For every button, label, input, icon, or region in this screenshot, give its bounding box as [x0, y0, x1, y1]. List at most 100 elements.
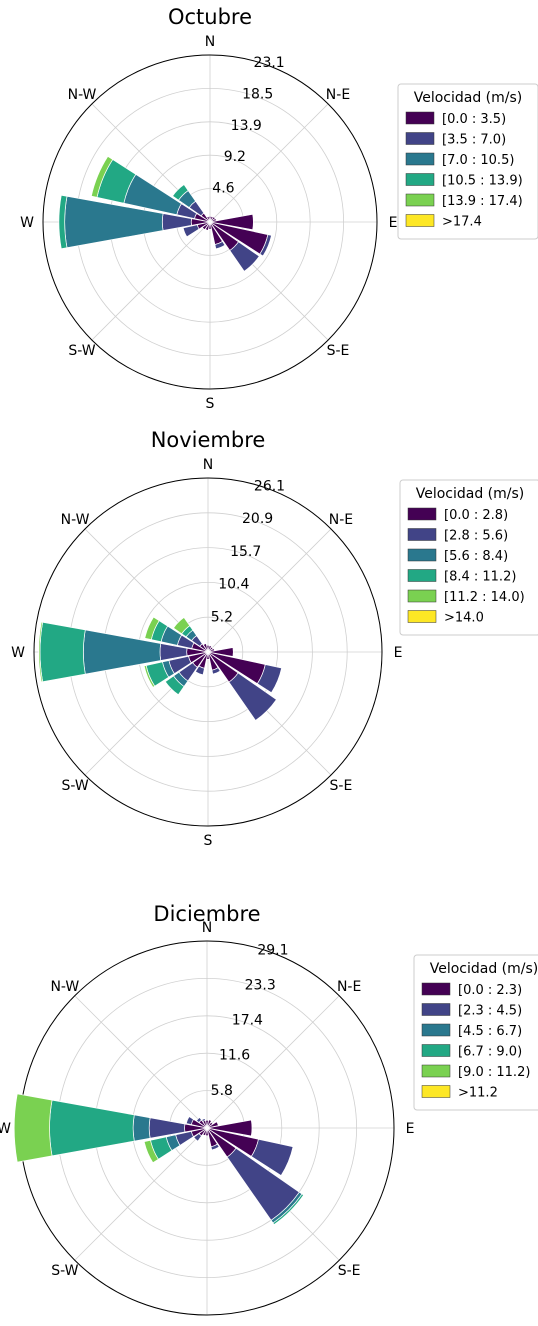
- bar-segment-5-1: [259, 234, 272, 257]
- grid-spoke: [91, 221, 211, 341]
- direction-label: N-W: [50, 979, 79, 995]
- radial-tick-label: 20.9: [242, 511, 273, 527]
- legend-swatch-4: [405, 193, 435, 207]
- direction-label: S-E: [338, 1263, 361, 1279]
- direction-label: S: [204, 833, 213, 849]
- legend: Velocidad (m/s) [0.0 : 3.5) [3.5 : 7.0) [7.…: [397, 83, 538, 240]
- bar-segment-10-1: [193, 1133, 202, 1142]
- legend-swatch-2: [421, 1023, 451, 1037]
- bar-segment-13-4: [144, 616, 160, 641]
- windrose-2: Diciembre5.811.617.423.329.1NN-EES-ESS-W…: [0, 902, 538, 1326]
- legend-swatch-3: [421, 1044, 451, 1057]
- legend-swatch-5: [407, 610, 437, 623]
- chart-title: Noviembre: [151, 428, 266, 452]
- direction-label: N-E: [326, 87, 350, 103]
- legend-label-5: >17.4: [442, 215, 482, 230]
- legend-swatch-2: [407, 548, 437, 562]
- outer-circle: [33, 477, 383, 827]
- bar-segment-4-0: [209, 213, 254, 231]
- legend-label-5: >14.0: [444, 611, 484, 626]
- bar-segment-13-1: [185, 1116, 194, 1125]
- bar-segment-12-3: [49, 1099, 135, 1157]
- direction-label: N-W: [61, 512, 90, 528]
- radial-tick-label: 4.6: [212, 181, 234, 197]
- bar-segment-15-1: [201, 1118, 206, 1122]
- direction-label: N-W: [68, 87, 97, 103]
- legend: Velocidad (m/s) [0.0 : 2.8) [2.8 : 5.6) [5.…: [399, 479, 538, 636]
- bar-segment-11-4: [143, 1139, 159, 1164]
- legend-title: Velocidad (m/s): [414, 90, 523, 106]
- bar-segment-7-1: [210, 1143, 220, 1151]
- direction-label: S-W: [61, 778, 88, 794]
- bar-segment-7-1: [211, 667, 221, 675]
- direction-label: S-E: [330, 778, 353, 794]
- legend-swatch-4: [421, 1064, 451, 1078]
- legend-swatch-3: [405, 173, 435, 186]
- direction-label: N-E: [329, 512, 353, 528]
- radial-tick-label: 10.4: [218, 577, 249, 593]
- legend-label-3: [8.4 : 11.2): [444, 570, 516, 585]
- windrose-0: Octubre 4.6 9.2 13.9 18.5 23.1 N N-E E S-E S S-W W N-…: [20, 5, 538, 412]
- direction-label: E: [389, 215, 398, 231]
- legend-swatch-4: [407, 589, 437, 603]
- grid-spoke: [74, 1127, 208, 1261]
- outer-circle: [42, 54, 378, 390]
- bar-segment-12-4: [13, 1093, 53, 1163]
- legend-label-1: [3.5 : 7.0): [442, 133, 506, 148]
- legend-label-0: [0.0 : 2.8): [444, 508, 508, 523]
- legend-label-4: [9.0 : 11.2): [458, 1065, 530, 1080]
- radial-tick-label: 26.1: [254, 478, 285, 494]
- legend-label-0: [0.0 : 2.3): [458, 983, 522, 998]
- bar-segment-12-3: [39, 621, 86, 683]
- radial-tick-label: 23.3: [245, 977, 276, 993]
- direction-label: S-E: [327, 343, 350, 359]
- bar-segment-7-1: [214, 240, 226, 250]
- legend-label-2: [5.6 : 8.4): [444, 549, 508, 564]
- direction-label: S-W: [68, 343, 95, 359]
- direction-label: S: [206, 396, 215, 412]
- legend-title: Velocidad (m/s): [416, 486, 525, 502]
- radial-tick-label: 18.5: [242, 86, 273, 102]
- bar-segment-15-0: [202, 643, 209, 653]
- legend-swatch-1: [405, 132, 435, 145]
- radial-tick-label: 15.7: [230, 544, 261, 560]
- legend: Velocidad (m/s) [0.0 : 2.3) [2.3 : 4.5) [4.…: [413, 954, 538, 1111]
- legend-title: Velocidad (m/s): [430, 961, 538, 977]
- radial-tick-label: 29.1: [257, 942, 288, 958]
- bar-segment-9-1: [194, 665, 205, 676]
- direction-label: W: [11, 645, 25, 661]
- bar-segment-14-3: [172, 184, 189, 201]
- radial-tick-label: 9.2: [224, 149, 246, 165]
- legend-label-0: [0.0 : 3.5): [442, 112, 506, 127]
- direction-label: S-W: [51, 1263, 78, 1279]
- bar-segment-5-1: [256, 664, 283, 694]
- bar-segment-14-4: [173, 617, 191, 635]
- bar-segment-14-1: [195, 1116, 202, 1123]
- direction-label: W: [0, 1121, 11, 1137]
- legend-label-3: [6.7 : 9.0): [458, 1045, 522, 1060]
- bar-segment-5-1: [250, 1138, 294, 1177]
- chart-title: Diciembre: [153, 902, 260, 926]
- radial-tick-label: 5.2: [211, 609, 233, 625]
- legend-label-3: [10.5 : 13.9): [442, 174, 523, 189]
- bar-segment-10-3: [164, 675, 185, 696]
- legend-swatch-1: [421, 1003, 451, 1016]
- bar-segment-13-4: [90, 155, 114, 198]
- bar-segment-11-1: [182, 224, 200, 238]
- direction-label: N: [205, 34, 215, 50]
- legend-swatch-1: [407, 528, 437, 541]
- bar-segment-11-4: [143, 665, 156, 688]
- grid-spoke: [209, 103, 329, 223]
- radial-tick-label: 13.9: [231, 118, 262, 134]
- bar-segment-12-4: [38, 621, 44, 683]
- legend-swatch-0: [405, 111, 435, 125]
- legend-swatch-5: [405, 214, 435, 227]
- legend-swatch-5: [421, 1085, 451, 1098]
- bar-segment-6-1: [228, 672, 277, 721]
- radial-tick-label: 23.1: [254, 55, 285, 71]
- direction-label: W: [20, 215, 34, 231]
- legend-label-4: [13.9 : 17.4): [442, 194, 523, 209]
- bar-segment-6-3: [272, 1193, 305, 1226]
